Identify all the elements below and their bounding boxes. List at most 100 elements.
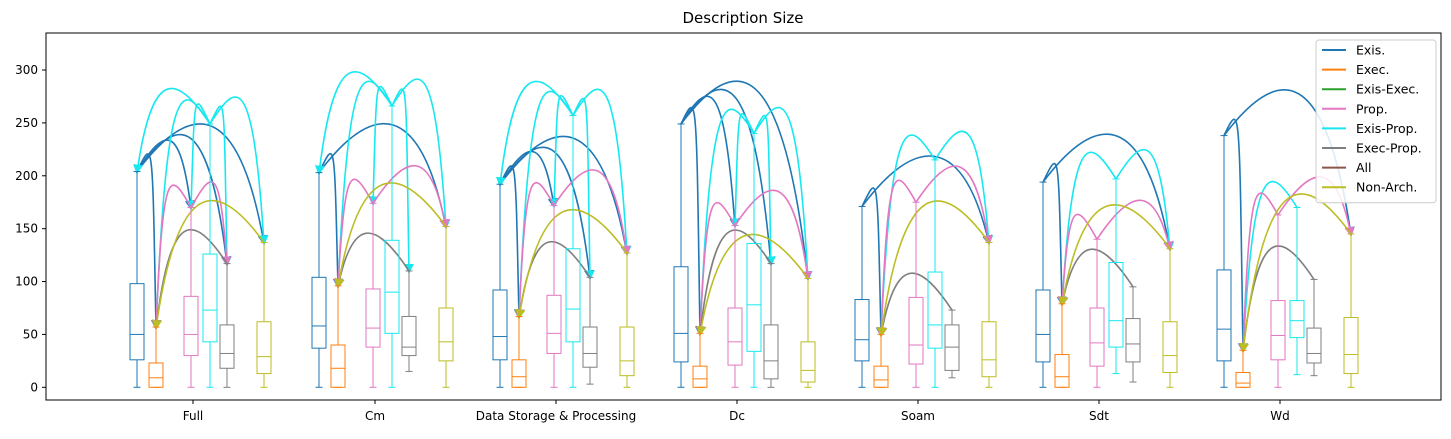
comparison-arrow — [695, 229, 772, 337]
y-tick-label: 300 — [15, 63, 38, 77]
y-tick-label: 100 — [15, 275, 38, 289]
comparison-arrow — [1042, 162, 1067, 307]
chart-title: Description Size — [683, 9, 804, 27]
legend-frame — [1315, 39, 1437, 204]
box-5-4 — [944, 309, 960, 379]
comparison-arrow — [1238, 180, 1298, 354]
comparison-arrow — [1042, 133, 1174, 252]
box-iqr — [873, 365, 889, 388]
comparison-arrow — [334, 232, 410, 289]
box-3-5 — [1089, 238, 1105, 388]
box-iqr — [511, 359, 527, 388]
box-7-3 — [800, 277, 816, 388]
legend-label: Exis. — [1356, 43, 1385, 58]
plot-frame — [45, 32, 1442, 401]
box-iqr — [129, 283, 145, 361]
box-4-0 — [202, 123, 218, 388]
comparison-arrow — [515, 209, 628, 320]
comparison-arrow — [190, 181, 232, 267]
comparison-arrow — [695, 108, 755, 337]
legend-label: Exis-Prop. — [1356, 121, 1418, 136]
box-4-5 — [1108, 178, 1124, 375]
box-4-3 — [746, 132, 762, 388]
legend-label: All — [1356, 160, 1372, 175]
box-iqr — [582, 326, 598, 368]
comparison-arrow — [186, 103, 211, 211]
comparison-arrow — [680, 80, 813, 282]
comparison-arrow — [209, 105, 232, 267]
legend: Exis. Exec. Exis-Exec. Prop. Exis-Prop. Exec-… — [1315, 39, 1437, 204]
box-5-3 — [763, 263, 779, 388]
box-5-5 — [1125, 286, 1141, 383]
comparison-arrow — [372, 164, 450, 230]
box-0-4 — [854, 205, 870, 388]
box-iqr — [1289, 300, 1305, 339]
box-1-6 — [1235, 349, 1251, 388]
arrows-layer — [133, 70, 1355, 354]
box-iqr — [727, 307, 743, 366]
box-4-2 — [565, 114, 581, 388]
box-1-0 — [148, 326, 164, 388]
box-iqr — [1306, 327, 1322, 364]
box-iqr — [1054, 354, 1070, 388]
comparison-arrow — [333, 178, 374, 289]
x-tick-label: Soam — [901, 409, 935, 423]
comparison-arrow — [753, 106, 813, 282]
box-iqr — [202, 253, 218, 343]
comparison-arrow — [499, 150, 558, 209]
comparison-arrow — [730, 113, 755, 229]
comparison-arrow — [1115, 149, 1175, 252]
box-4-6 — [1289, 207, 1305, 376]
comparison-arrow — [876, 179, 917, 338]
box-iqr — [546, 294, 562, 354]
box-5-1 — [401, 270, 417, 372]
comparison-arrow — [1057, 213, 1098, 307]
box-iqr — [908, 296, 924, 365]
legend-label: Exec. — [1356, 62, 1389, 77]
box-3-3 — [727, 224, 743, 388]
box-1-5 — [1054, 303, 1070, 388]
box-1-1 — [330, 285, 346, 388]
box-iqr — [1035, 289, 1051, 363]
y-tick-label: 200 — [15, 169, 38, 183]
comparison-arrow — [209, 96, 269, 246]
comparison-arrow — [753, 114, 776, 267]
axes-layer: 0 50 100 150 200 250 300 Full Cm Data Storage & P… — [15, 32, 1442, 423]
box-iqr — [401, 315, 417, 357]
box-iqr — [565, 248, 581, 343]
box-iqr — [384, 239, 400, 334]
x-tick-label: Wd — [1270, 409, 1289, 423]
box-1-4 — [873, 333, 889, 388]
box-5-2 — [582, 276, 598, 385]
comparison-arrow — [1057, 151, 1117, 307]
comparison-arrow — [136, 153, 161, 331]
x-tick-label: Cm — [365, 409, 385, 423]
comparison-arrow — [334, 182, 447, 289]
box-iqr — [746, 242, 762, 352]
box-7-1 — [438, 226, 454, 388]
comparison-arrow — [391, 88, 414, 274]
box-3-6 — [1270, 214, 1286, 388]
box-7-5 — [1162, 248, 1178, 388]
box-iqr — [148, 362, 164, 388]
box-0-2 — [492, 183, 508, 388]
box-iqr — [311, 276, 327, 349]
comparison-arrow — [368, 85, 393, 207]
box-3-0 — [183, 207, 199, 388]
comparison-arrow — [695, 201, 736, 337]
legend-label: Non-Arch. — [1356, 180, 1417, 195]
comparison-arrow — [915, 165, 993, 246]
box-5-0 — [219, 263, 235, 388]
comparison-arrow — [572, 97, 595, 281]
box-7-4 — [981, 241, 997, 388]
box-iqr — [1125, 318, 1141, 363]
box-iqr — [944, 324, 960, 371]
boxes-layer — [129, 105, 1359, 388]
comparison-arrow — [514, 181, 555, 320]
x-tick-label: Dc — [729, 409, 745, 423]
box-3-2 — [546, 204, 562, 388]
y-tick-label: 250 — [15, 116, 38, 130]
comparison-arrow — [1223, 118, 1248, 354]
comparison-arrow — [553, 169, 631, 256]
